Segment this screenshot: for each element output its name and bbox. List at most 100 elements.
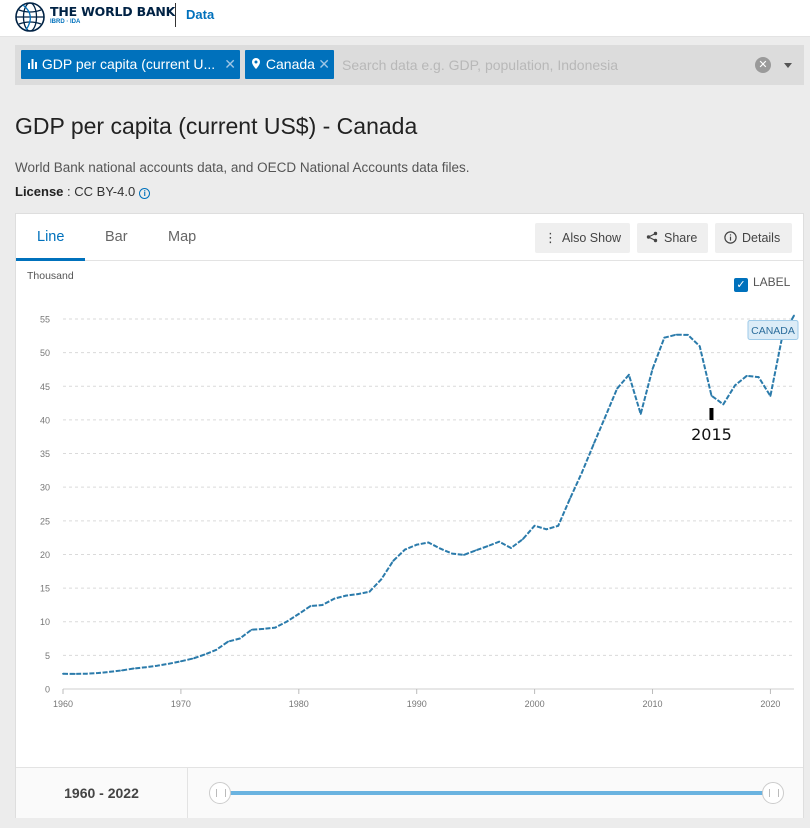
series-label-box: [747, 320, 799, 341]
data-point: [380, 578, 383, 581]
data-point: [238, 637, 241, 640]
data-point: [309, 605, 312, 607]
y-tick-label: 15: [40, 584, 50, 594]
data-point: [156, 664, 159, 667]
y-tick-label: 30: [40, 483, 50, 493]
data-point: [392, 560, 395, 562]
clear-search-icon[interactable]: ✕: [755, 57, 771, 73]
data-point: [415, 543, 418, 546]
data-point: [757, 376, 760, 378]
chart-panel: Line Bar Map ⋮ Also Show Share Details T…: [15, 213, 804, 818]
share-button[interactable]: Share: [637, 223, 708, 253]
data-point: [121, 669, 123, 672]
data-point: [262, 627, 265, 630]
license-value: CC BY-4.0: [74, 184, 136, 199]
data-point: [722, 403, 725, 406]
y-tick-label: 45: [40, 382, 50, 392]
y-axis-unit-label: Thousand: [27, 270, 74, 282]
license-line: License : CC BY-4.0 i: [15, 184, 151, 199]
series-label: CANADA: [751, 325, 795, 337]
info-icon[interactable]: i: [139, 188, 151, 199]
tab-line[interactable]: Line: [37, 229, 65, 245]
y-tick-label: 55: [40, 315, 50, 325]
y-tick-label: 35: [40, 449, 50, 459]
data-point: [73, 673, 76, 675]
data-point: [793, 314, 795, 317]
gdp-line-chart: Thousand 0 5 10 15 20 25 30 35 40 45 50 55 1960 1970 19…: [27, 270, 799, 709]
range-start-handle[interactable]: [209, 782, 231, 804]
data-point: [628, 373, 630, 376]
data-point: [580, 471, 583, 474]
info-circle-icon: [724, 223, 737, 253]
data-point: [474, 549, 477, 552]
data-point: [274, 626, 277, 629]
brand[interactable]: THE WORLD BANK IBRD · IDA: [50, 4, 175, 25]
remove-indicator-icon[interactable]: ✕: [224, 56, 236, 72]
search-input[interactable]: [342, 54, 742, 76]
x-tick-label: 1970: [171, 699, 191, 709]
data-point: [321, 604, 324, 606]
data-point: [734, 384, 736, 387]
tab-map[interactable]: Map: [168, 229, 197, 245]
data-point: [439, 547, 442, 550]
data-source: World Bank national accounts data, and O…: [15, 160, 470, 175]
data-point: [191, 657, 194, 660]
data-point: [168, 662, 171, 665]
checkbox-checked-icon[interactable]: ✓: [734, 278, 748, 292]
data-point: [686, 333, 689, 336]
data-point: [85, 672, 88, 675]
also-show-label: Also Show: [562, 231, 622, 245]
country-chip[interactable]: Canada ✕: [245, 50, 334, 79]
y-tick-label: 25: [40, 516, 50, 526]
y-tick-label: 5: [45, 651, 50, 661]
details-label: Details: [742, 231, 781, 245]
data-point: [533, 524, 536, 527]
data-point: [663, 336, 666, 339]
data-point: [203, 653, 206, 656]
hover-year-label: 2015: [691, 425, 732, 444]
data-point: [675, 333, 677, 336]
data-point: [227, 640, 229, 643]
x-tick-label: 2010: [643, 699, 663, 709]
x-tick-label: 2020: [760, 699, 780, 709]
indicator-chip[interactable]: GDP per capita (current U... ✕: [21, 50, 240, 79]
x-tick-label: 2000: [525, 699, 545, 709]
y-tick-label: 40: [40, 415, 50, 425]
chart-type-tabs: Line Bar Map ⋮ Also Show Share Details: [16, 214, 803, 261]
data-point: [592, 443, 595, 446]
data-point: [132, 667, 135, 670]
data-point: [557, 524, 560, 527]
range-end-handle[interactable]: [762, 782, 784, 804]
data-point: [498, 540, 501, 543]
brand-name: THE WORLD BANK: [50, 4, 176, 19]
details-button[interactable]: Details: [715, 223, 792, 253]
label-toggle[interactable]: ✓ LABEL: [734, 275, 790, 292]
data-point: [604, 415, 607, 418]
data-point: [616, 387, 619, 390]
license-label: License: [15, 184, 64, 199]
chevron-down-icon[interactable]: [784, 63, 792, 68]
data-point: [451, 552, 453, 555]
data-point: [356, 593, 359, 595]
active-tab-indicator: [16, 258, 85, 261]
indicator-chip-label: GDP per capita (current U...: [41, 56, 216, 72]
data-point: [710, 394, 713, 397]
data-point: [109, 670, 112, 673]
remove-country-icon[interactable]: ✕: [318, 56, 330, 72]
year-range-track[interactable]: [221, 791, 773, 795]
tab-bar[interactable]: Bar: [105, 229, 128, 245]
data-point: [462, 553, 465, 556]
top-header: THE WORLD BANK IBRD · IDA Data: [0, 0, 810, 37]
data-home-link[interactable]: Data: [186, 7, 215, 22]
also-show-button[interactable]: ⋮ Also Show: [535, 223, 630, 253]
label-toggle-text: LABEL: [753, 275, 791, 289]
x-tick-label: 1960: [53, 699, 73, 709]
more-vertical-icon: ⋮: [544, 230, 557, 245]
data-point: [486, 545, 489, 548]
data-point: [427, 541, 430, 544]
data-point: [651, 368, 654, 370]
data-point: [297, 612, 300, 615]
hover-marker: [709, 408, 714, 420]
data-point: [144, 666, 147, 669]
world-bank-globe-icon[interactable]: [14, 1, 46, 33]
